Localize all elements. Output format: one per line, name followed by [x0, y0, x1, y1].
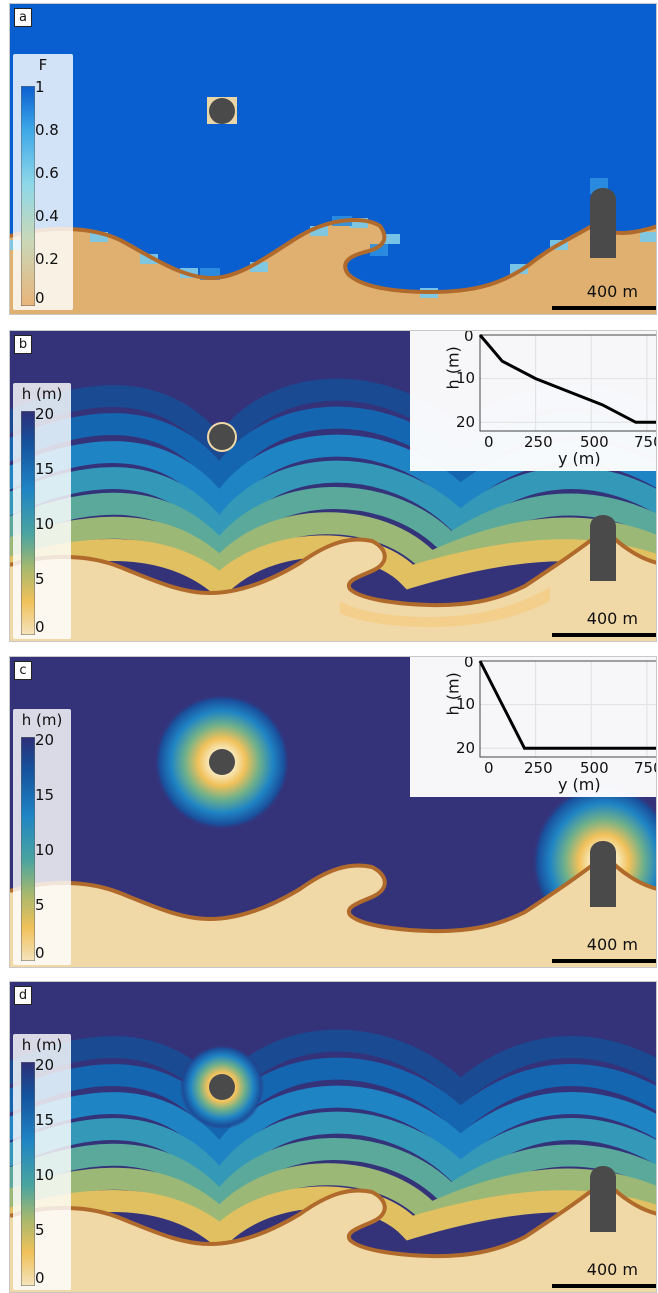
obstacle-island [209, 749, 235, 775]
depth-profile-inset: h (m) 0 10 20 0 250 500 750 y (m) [410, 656, 656, 797]
f-field-map [10, 4, 656, 314]
profile-plot [478, 660, 656, 758]
panel-letter: c [14, 661, 32, 680]
colorbar-tick: 0.8 [35, 121, 59, 139]
colorbar-tick: 5 [35, 1221, 45, 1239]
scale-label: 400 m [586, 282, 638, 301]
profile-line [478, 334, 656, 424]
colorbar-tick: 0.4 [35, 207, 59, 225]
obstacle-island [209, 1074, 235, 1100]
obstacle-island [209, 424, 235, 450]
scale-label: 400 m [586, 1260, 638, 1279]
scale-line [552, 959, 656, 963]
inset-xtick: 500 [580, 759, 609, 777]
colorbar-tick: 10 [35, 1166, 55, 1184]
scale-label: 400 m [586, 609, 638, 628]
inset-xtick: 250 [524, 433, 553, 451]
depth-map-b [10, 331, 656, 641]
panel-a: a F 1 0.8 0.6 0.4 0.2 0 400 m [9, 3, 657, 315]
colorbar-tick: 20 [35, 1056, 55, 1074]
profile-plot [478, 334, 656, 432]
panel-c: c h (m) 20 15 10 5 0 h (m) 0 10 20 0 250… [9, 656, 657, 968]
inset-xtick: 0 [484, 433, 494, 451]
scale-line [552, 1284, 656, 1288]
depth-profile-inset: h (m) 0 10 20 0 250 500 750 y (m) [410, 330, 656, 471]
colorbar [21, 411, 35, 635]
colorbar-tick: 15 [35, 1111, 55, 1129]
inset-xtick: 0 [484, 759, 494, 777]
colorbar-tick: 5 [35, 896, 45, 914]
obstacle-pier [590, 1166, 616, 1232]
scale-bar: 400 m [552, 1260, 656, 1288]
colorbar-tick: 0 [35, 618, 45, 636]
inset-xtick: 750 [634, 433, 656, 451]
colorbar-title: F [38, 56, 48, 74]
colorbar [21, 737, 35, 961]
colorbar-tick: 15 [35, 460, 55, 478]
inset-xlabel: y (m) [558, 775, 601, 794]
obstacle-pier [590, 188, 616, 258]
inset-xtick: 250 [524, 759, 553, 777]
scale-bar: 400 m [552, 609, 656, 637]
colorbar-title: h (m) [21, 1036, 63, 1054]
obstacle-island [209, 98, 235, 124]
colorbar [21, 86, 35, 306]
scale-line [552, 633, 656, 637]
scale-bar: 400 m [552, 935, 656, 963]
inset-ytick: 10 [456, 695, 476, 713]
inset-xtick: 750 [634, 759, 656, 777]
scale-label: 400 m [586, 935, 638, 954]
colorbar-legend: h (m) 20 15 10 5 0 [13, 709, 71, 965]
panel-letter: b [14, 335, 32, 354]
colorbar-tick: 0.2 [35, 250, 59, 268]
colorbar-title: h (m) [21, 385, 63, 403]
obstacle-pier [590, 515, 616, 581]
inset-ytick: 0 [464, 330, 474, 345]
colorbar-tick: 1 [35, 78, 45, 96]
colorbar-legend: h (m) 20 15 10 5 0 [13, 383, 71, 639]
panel-b: b h (m) 20 15 10 5 0 h (m) 0 10 20 0 250… [9, 330, 657, 642]
depth-map-d [10, 982, 656, 1292]
obstacle-pier [590, 841, 616, 907]
colorbar-tick: 15 [35, 786, 55, 804]
panel-d: d h (m) 20 15 10 5 0 400 m [9, 981, 657, 1293]
colorbar [21, 1062, 35, 1286]
colorbar-tick: 10 [35, 515, 55, 533]
profile-line [478, 660, 656, 750]
inset-ytick: 10 [456, 369, 476, 387]
colorbar-tick: 0 [35, 1269, 45, 1287]
colorbar-legend: h (m) 20 15 10 5 0 [13, 1034, 71, 1290]
inset-ytick: 0 [464, 656, 474, 671]
colorbar-tick: 20 [35, 731, 55, 749]
inset-ytick: 20 [456, 413, 476, 431]
colorbar-tick: 5 [35, 570, 45, 588]
inset-xtick: 500 [580, 433, 609, 451]
colorbar-tick: 0 [35, 289, 45, 307]
colorbar-legend: F 1 0.8 0.6 0.4 0.2 0 [13, 54, 73, 310]
panel-letter: a [14, 8, 32, 27]
colorbar-title: h (m) [21, 711, 63, 729]
colorbar-tick: 0 [35, 944, 45, 962]
panel-letter: d [14, 986, 32, 1005]
colorbar-tick: 10 [35, 841, 55, 859]
colorbar-tick: 20 [35, 405, 55, 423]
inset-ytick: 20 [456, 739, 476, 757]
scale-line [552, 306, 656, 310]
scale-bar: 400 m [552, 282, 656, 310]
inset-xlabel: y (m) [558, 449, 601, 468]
colorbar-tick: 0.6 [35, 164, 59, 182]
